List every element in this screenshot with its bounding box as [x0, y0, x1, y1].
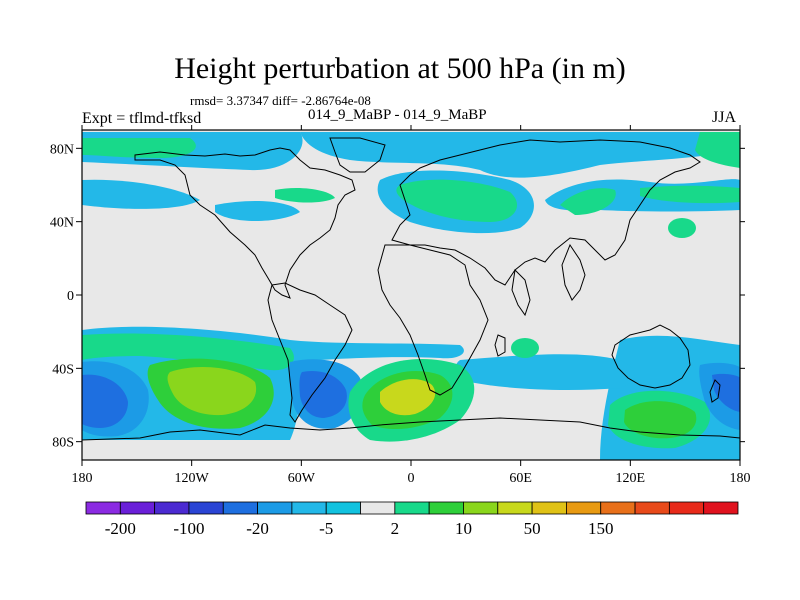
colorbar-swatch-12 [497, 501, 533, 515]
experiment-label: Expt = tflmd-tfksd [82, 110, 202, 127]
case-label: 014_9_MaBP - 014_9_MaBP [308, 107, 487, 123]
colorbar-swatch-4 [222, 501, 258, 515]
colorbar-label-0: -200 [105, 519, 136, 538]
colorbar-swatch-8 [360, 501, 396, 515]
south-atlantic-low [288, 359, 363, 429]
x-tick-label-2: 60W [288, 471, 316, 486]
colorbar-swatch-17 [668, 501, 705, 515]
plot-title: Height perturbation at 500 hPa (in m) [174, 52, 626, 85]
south-pacific-low [82, 361, 149, 437]
colorbar-swatch-13 [531, 501, 567, 515]
indian-ocean-high-small [511, 338, 539, 358]
colorbar-swatch-3 [188, 501, 224, 515]
x-tick-label-1: 120W [175, 471, 210, 486]
y-tick-label-2: 0 [67, 289, 74, 304]
colorbar-swatch-16 [634, 501, 670, 515]
x-tick-label-0: 180 [72, 471, 93, 486]
y-tick-label-3: 40S [52, 362, 74, 377]
colorbar-swatch-6 [291, 501, 327, 515]
season-label: JJA [712, 109, 737, 126]
colorbar-label-5: 10 [455, 519, 472, 538]
colorbar-swatch-18 [703, 501, 739, 515]
arctic-band-siberia [300, 132, 740, 178]
pacific-high-north-small [275, 187, 335, 203]
asia-high [545, 179, 740, 238]
colorbar-swatch-14 [566, 501, 602, 515]
colorbar-swatch-1 [119, 501, 156, 515]
map-axes: 180 120W 60W 0 60E 120E 180 80N 40N 0 40S 80S [50, 125, 751, 486]
coastlines [82, 137, 740, 441]
y-tick-label-0: 80N [50, 142, 74, 157]
colorbar-swatch-7 [325, 501, 361, 515]
x-tick-label-5: 120E [616, 471, 646, 486]
colorbar-swatch-10 [428, 501, 464, 515]
colorbar-swatch-5 [257, 501, 293, 515]
colorbar-label-1: -100 [173, 519, 204, 538]
y-tick-label-4: 80S [52, 436, 74, 451]
stats-label: rmsd= 3.37347 diff= -2.86764e-08 [190, 93, 371, 108]
colorbar-swatch-2 [154, 501, 190, 515]
colorbar-swatch-15 [600, 501, 636, 515]
x-tick-label-4: 60E [509, 471, 532, 486]
colorbar-label-4: 2 [391, 519, 400, 538]
x-tick-label-6: 180 [730, 471, 751, 486]
colorbar-label-3: -5 [319, 519, 333, 538]
colorbar-swatch-11 [463, 501, 499, 515]
colorbar-label-7: 150 [588, 519, 614, 538]
colorbar-swatch-0 [85, 501, 121, 515]
south-pacific-high [82, 333, 294, 429]
colorbar-swatch-9 [394, 501, 430, 515]
pacific-low-north [82, 179, 300, 221]
colorbar-label-2: -20 [246, 519, 269, 538]
y-tick-label-1: 40N [50, 216, 74, 231]
tasman-high [608, 390, 711, 449]
europe-high [377, 170, 534, 234]
colorbar-label-6: 50 [524, 519, 541, 538]
x-tick-label-3: 0 [408, 471, 415, 486]
